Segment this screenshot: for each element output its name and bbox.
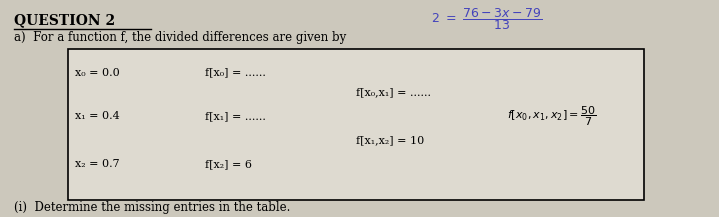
Text: a)  For a function f, the divided differences are given by: a) For a function f, the divided differe…: [14, 31, 347, 44]
Text: QUESTION 2: QUESTION 2: [14, 13, 116, 27]
Bar: [68, 49, 644, 200]
Text: x₂ = 0.7: x₂ = 0.7: [75, 159, 120, 169]
Text: x₀ = 0.0: x₀ = 0.0: [75, 68, 120, 78]
Text: f[x₀,x₁] = ......: f[x₀,x₁] = ......: [356, 87, 431, 97]
Text: f[x₀] = ......: f[x₀] = ......: [205, 68, 266, 78]
Text: $f[x_0,x_1,x_2] = \dfrac{50}{7}$: $f[x_0,x_1,x_2] = \dfrac{50}{7}$: [507, 104, 596, 128]
Text: f[x₁,x₂] = 10: f[x₁,x₂] = 10: [356, 135, 424, 145]
Text: f[x₁] = ......: f[x₁] = ......: [205, 111, 266, 121]
Text: f[x₂] = 6: f[x₂] = 6: [205, 159, 252, 169]
Text: (i)  Determine the missing entries in the table.: (i) Determine the missing entries in the…: [14, 201, 290, 214]
Text: $2\ =\ \dfrac{76-3x-79}{13}$: $2\ =\ \dfrac{76-3x-79}{13}$: [431, 7, 543, 32]
Text: x₁ = 0.4: x₁ = 0.4: [75, 111, 120, 121]
